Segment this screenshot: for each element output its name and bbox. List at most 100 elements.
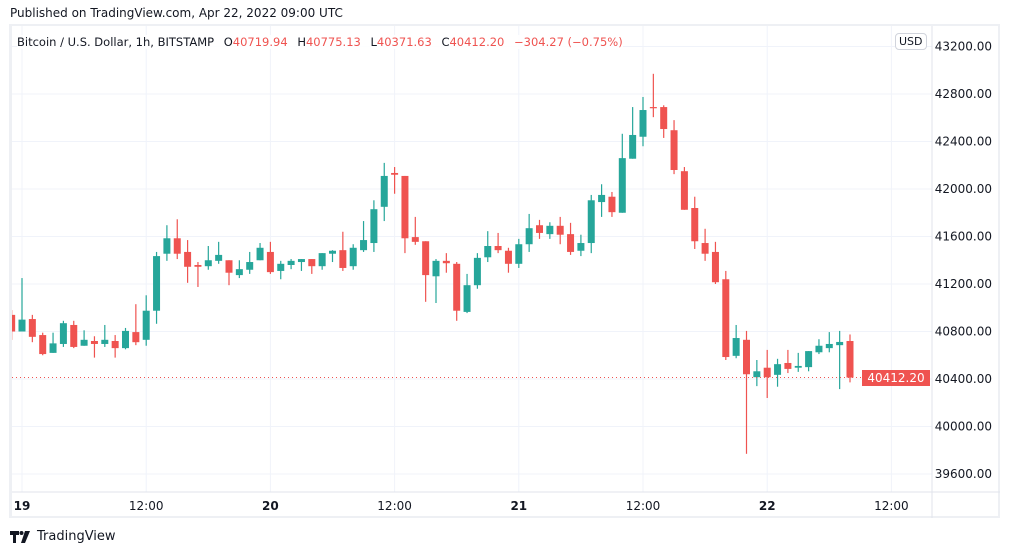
candle-body-down — [701, 243, 709, 254]
time-tick-label: 19 — [14, 499, 31, 513]
price-tick-label: 40800.00 — [935, 325, 992, 339]
candle-body-up — [525, 228, 533, 245]
candle-body-down — [111, 341, 119, 349]
candle-body-up — [587, 200, 595, 244]
candle-body-down — [266, 251, 274, 273]
price-axis[interactable]: 43200.00 42800.00 42400.00 42000.00 41600.00… — [935, 40, 992, 482]
candle-body-up — [546, 225, 554, 235]
time-tick-label: 12:00 — [874, 499, 909, 513]
candle-body-down — [660, 107, 668, 130]
candle-body-down — [536, 225, 543, 233]
candle-body-down — [12, 314, 16, 332]
candle-body-down — [422, 241, 430, 276]
high-label: H — [297, 35, 306, 49]
candle-body-down — [608, 196, 616, 213]
time-tick-label: 12:00 — [377, 499, 412, 513]
candle-body-down — [339, 250, 347, 268]
candle-body-down — [194, 265, 202, 267]
chart-frame — [9, 24, 1000, 518]
candle-body-down — [556, 225, 564, 235]
symbol-title: Bitcoin / U.S. Dollar, 1h, BITSTAMP — [17, 35, 215, 49]
candle-body-up — [287, 260, 295, 265]
time-tick-label: 22 — [759, 499, 776, 513]
price-tick-label: 40000.00 — [935, 420, 992, 434]
candle-body-down — [442, 260, 450, 264]
candle-body-down — [39, 335, 47, 355]
candle-body-down — [453, 263, 461, 311]
candle-body-down — [691, 208, 699, 242]
candle-body-up — [18, 319, 26, 332]
time-axis[interactable]: 19 12:00 20 12:00 21 12:00 22 12:00 — [14, 499, 909, 513]
candle-body-down — [308, 259, 316, 267]
tradingview-logo[interactable]: TradingView — [10, 529, 116, 544]
candle-body-down — [670, 130, 678, 170]
candle-body-down — [680, 171, 688, 210]
candles — [12, 73, 854, 454]
candle-body-up — [815, 345, 823, 353]
candle-body-up — [153, 256, 161, 311]
candle-body-up — [515, 244, 523, 264]
candle-body-down — [763, 367, 771, 378]
price-tick-label: 41200.00 — [935, 277, 992, 291]
candle-body-down — [711, 251, 719, 283]
candle-body-up — [463, 285, 471, 312]
candle-body-up — [235, 269, 243, 276]
close-value: 40412.20 — [449, 35, 505, 49]
low-label: L — [370, 35, 377, 49]
candle-body-down — [391, 172, 399, 175]
time-tick-label: 12:00 — [626, 499, 661, 513]
open-label: O — [223, 35, 233, 49]
candle-body-down — [504, 250, 512, 264]
candle-body-down — [132, 332, 140, 343]
candle-body-up — [473, 257, 481, 286]
candle-body-down — [649, 107, 657, 109]
time-tick-label: 21 — [510, 499, 527, 513]
candle-body-down — [411, 237, 419, 242]
currency-button[interactable]: USD — [895, 33, 927, 50]
open-value: 40719.94 — [232, 35, 288, 49]
candle-body-up — [639, 110, 647, 137]
symbol-legend: Bitcoin / U.S. Dollar, 1h, BITSTAMP O407… — [17, 35, 623, 49]
candle-body-up — [80, 339, 88, 346]
close-label: C — [441, 35, 450, 49]
candle-body-up — [732, 338, 740, 356]
candle-body-up — [836, 341, 844, 346]
price-tick-label: 40400.00 — [935, 372, 992, 386]
candle-body-up — [805, 351, 813, 368]
candle-body-up — [618, 158, 626, 213]
candle-body-down — [494, 246, 502, 251]
candle-body-down — [846, 341, 854, 378]
low-value: 40371.63 — [376, 35, 432, 49]
candle-body-up — [329, 250, 336, 254]
candle-body-up — [753, 371, 761, 378]
price-tick-label: 39600.00 — [935, 467, 992, 481]
candle-body-up — [101, 339, 109, 344]
candle-body-up — [598, 194, 606, 203]
candle-body-up — [49, 343, 57, 353]
candle-body-up — [794, 365, 802, 368]
price-tick-label: 42800.00 — [935, 87, 992, 101]
candle-body-down — [90, 341, 98, 344]
price-tick-label: 42400.00 — [935, 135, 992, 149]
candle-body-up — [142, 310, 150, 340]
candle-body-up — [163, 238, 171, 254]
price-tick-label: 41600.00 — [935, 230, 992, 244]
candle-body-up — [246, 262, 254, 270]
candle-body-up — [360, 240, 368, 251]
candle-body-up — [370, 209, 378, 244]
price-tick-label: 43200.00 — [935, 40, 992, 54]
candle-body-up — [277, 263, 285, 271]
time-tick-label: 20 — [262, 499, 279, 513]
candle-body-down — [743, 339, 750, 375]
candle-body-up — [349, 247, 357, 267]
candle-body-down — [173, 238, 181, 254]
candle-body-up — [59, 323, 67, 344]
candle-body-up — [318, 253, 326, 267]
candle-body-up — [204, 260, 212, 267]
candle-body-up — [432, 260, 440, 277]
time-tick-label: 12:00 — [129, 499, 164, 513]
candle-body-up — [774, 364, 782, 375]
candle-body-down — [70, 324, 78, 347]
candle-body-down — [28, 319, 36, 337]
